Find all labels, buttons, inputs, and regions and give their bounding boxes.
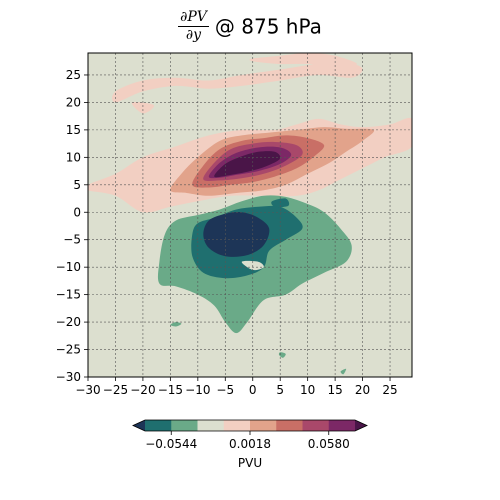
negative-contour-level-1-1: [170, 322, 182, 327]
y-tick-label: −15: [56, 288, 81, 302]
y-tick-label: 25: [66, 68, 81, 82]
partial-derivative-fraction: ∂PV ∂y: [178, 10, 209, 43]
x-tick-label: 5: [276, 383, 284, 397]
colorbar-segment: [328, 420, 356, 431]
colorbar-tick-label: 0.0580: [308, 437, 350, 451]
grid: [88, 53, 412, 377]
colorbar-outline: [132, 419, 368, 432]
colorbar: −0.0544 0.0018 0.0580 PVU: [132, 419, 368, 470]
positive-contour-level-1-3: [249, 53, 358, 67]
x-tick-label: 0: [249, 383, 257, 397]
colorbar-segment: [276, 420, 303, 431]
positive-contour-level-1-2: [131, 102, 155, 114]
y-tick-label: 15: [66, 123, 81, 137]
colorbar-tick-label: 0.0018: [229, 437, 271, 451]
y-tick-label: −20: [56, 315, 81, 329]
colorbar-tick-label: −0.0544: [145, 437, 197, 451]
colorbar-extend-max: [355, 420, 367, 431]
y-tick-label: 0: [73, 205, 81, 219]
x-tick-label: 10: [300, 383, 315, 397]
plot-area: [88, 53, 412, 377]
y-tick-label: 10: [66, 150, 81, 164]
colorbar-segment: [197, 420, 225, 431]
plot-frame: [87, 52, 413, 378]
colorbar-label: PVU: [238, 456, 262, 470]
x-tick-label: −15: [158, 383, 183, 397]
fraction-denominator: ∂y: [185, 27, 202, 43]
colorbar-segment: [223, 420, 251, 431]
x-tick-label: −5: [216, 383, 234, 397]
fraction-numerator: ∂PV: [178, 9, 209, 27]
x-tick-label: −10: [185, 383, 210, 397]
negative-contour-level-1-2: [278, 352, 286, 358]
title-text: @ 875 hPa: [214, 14, 322, 39]
positive-contour-level-6-0: [214, 151, 281, 178]
colorbar-segment: [302, 420, 330, 431]
y-tick-label: −30: [56, 370, 81, 384]
positive-contour-level-1-1: [112, 63, 363, 103]
x-tick-label: 20: [355, 383, 370, 397]
x-tick-label: −30: [75, 383, 100, 397]
colorbar-segment: [250, 420, 277, 431]
x-tick-label: −20: [130, 383, 155, 397]
y-tick-label: −10: [56, 260, 81, 274]
x-tick-label: −25: [103, 383, 128, 397]
x-tick-label: 25: [382, 383, 397, 397]
x-tick-label: 15: [327, 383, 342, 397]
axes: −30 −25 −20 −15 −10 −5 0 5 10 15 20 25−30−25−20−15−…: [56, 68, 398, 397]
chart-title: ∂PV ∂y @ 875 hPa: [0, 10, 500, 43]
y-tick-label: 5: [73, 178, 81, 192]
colorbar-segment: [171, 420, 198, 431]
y-tick-label: 20: [66, 95, 81, 109]
colorbar-segment: [145, 420, 172, 431]
y-tick-label: −5: [63, 233, 81, 247]
negative-contour-level-1-3: [340, 368, 347, 375]
y-tick-label: −25: [56, 343, 81, 357]
colorbar-extend-min: [133, 420, 145, 431]
